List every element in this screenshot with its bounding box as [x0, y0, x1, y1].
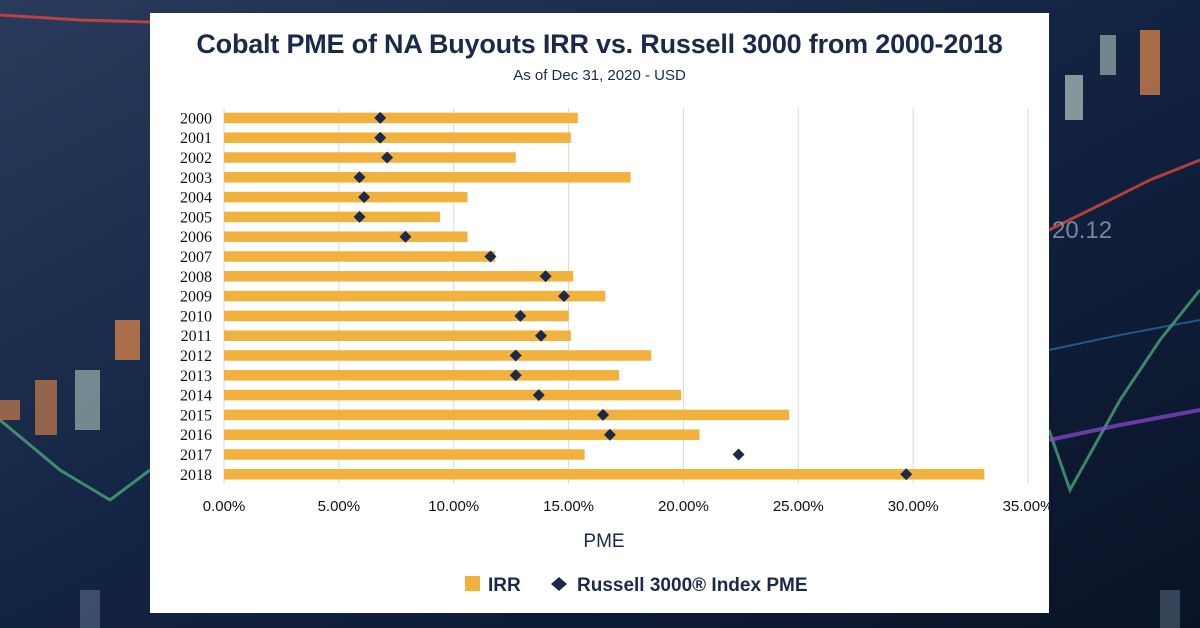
irr-bar [224, 469, 985, 480]
irr-bar [224, 310, 569, 322]
y-tick-label: 2002 [180, 150, 212, 167]
pme-marker [374, 131, 387, 144]
background-number: 20.12 [1052, 217, 1112, 244]
pme-marker [374, 111, 387, 124]
y-tick-label: 2010 [180, 308, 212, 325]
y-tick-label: 2003 [180, 170, 212, 187]
x-tick-label: 10.00% [428, 498, 479, 515]
pme-marker [399, 230, 412, 243]
pme-marker [484, 250, 497, 263]
pme-marker [353, 171, 366, 184]
pme-marker [900, 468, 913, 481]
x-axis-label: PME [583, 531, 624, 552]
irr-bar [224, 231, 468, 242]
irr-bar [224, 370, 620, 381]
x-tick-label: 5.00% [318, 498, 361, 515]
legend-irr-swatch [465, 576, 480, 591]
irr-bar [224, 449, 585, 460]
pme-marker [732, 448, 745, 461]
irr-bars [224, 112, 985, 480]
chart-plot: 2000 2001 2002 2003 2004 2005 2006 2007 2008 2009… [180, 108, 1049, 596]
y-tick-label: 2006 [180, 229, 212, 246]
y-tick-label: 2004 [180, 190, 212, 207]
irr-bar [224, 271, 574, 282]
y-tick-labels: 2000 2001 2002 2003 2004 2005 2006 2007 2008 2009… [180, 110, 212, 483]
pme-marker [509, 369, 522, 382]
irr-bar [224, 132, 571, 143]
y-tick-label: 2005 [180, 209, 212, 226]
irr-bar [224, 112, 578, 124]
legend: IRR Russell 3000® Index PME [465, 575, 808, 596]
legend-irr-label: IRR [488, 575, 521, 596]
legend-pme-label: Russell 3000® Index PME [577, 575, 808, 596]
irr-bar [224, 172, 631, 183]
irr-bar [224, 429, 700, 440]
irr-bar [224, 251, 496, 262]
y-tick-label: 2013 [180, 368, 212, 385]
chart-subtitle: As of Dec 31, 2020 - USD [513, 67, 686, 84]
pme-marker [539, 270, 552, 283]
legend-pme-swatch [551, 577, 567, 591]
irr-bar [224, 211, 440, 223]
irr-bar [224, 350, 652, 361]
pme-marker [535, 329, 548, 342]
irr-bar [224, 409, 790, 421]
x-tick-label: 35.00% [1003, 498, 1049, 515]
irr-bar [224, 152, 516, 163]
y-tick-label: 2015 [180, 407, 212, 424]
x-tick-label: 25.00% [773, 498, 824, 515]
y-tick-label: 2001 [180, 130, 212, 147]
chart-title: Cobalt PME of NA Buyouts IRR vs. Russell… [196, 29, 1003, 59]
pme-marker [557, 290, 570, 303]
x-tick-label: 20.00% [658, 498, 709, 515]
y-tick-label: 2011 [181, 328, 212, 345]
y-tick-label: 2007 [180, 249, 212, 266]
y-tick-label: 2016 [180, 427, 212, 444]
y-tick-label: 2008 [180, 269, 212, 286]
pme-marker [603, 428, 616, 441]
y-tick-label: 2012 [180, 348, 212, 365]
y-tick-label: 2014 [180, 388, 212, 405]
irr-bar [224, 191, 468, 203]
y-tick-label: 2000 [180, 110, 212, 127]
pme-marker [509, 349, 522, 362]
pme-marker [353, 210, 366, 223]
irr-bar [224, 290, 606, 302]
pme-marker [514, 309, 527, 322]
y-tick-label: 2017 [180, 447, 212, 464]
y-tick-label: 2018 [180, 467, 212, 484]
x-tick-labels: 0.00% 5.00% 10.00% 15.00% 20.00% 25.00% 30.00%… [203, 498, 1049, 515]
pme-marker [532, 389, 545, 402]
x-tick-label: 15.00% [543, 498, 594, 515]
pme-marker [381, 151, 394, 164]
pme-marker [597, 408, 610, 421]
pme-markers [353, 111, 913, 481]
x-tick-label: 30.00% [888, 498, 939, 515]
x-tick-label: 0.00% [203, 498, 246, 515]
irr-bar [224, 389, 682, 401]
irr-bar [224, 330, 571, 341]
pme-marker [358, 191, 371, 204]
y-tick-label: 2009 [180, 289, 212, 306]
chart-card: Cobalt PME of NA Buyouts IRR vs. Russell… [150, 13, 1049, 613]
